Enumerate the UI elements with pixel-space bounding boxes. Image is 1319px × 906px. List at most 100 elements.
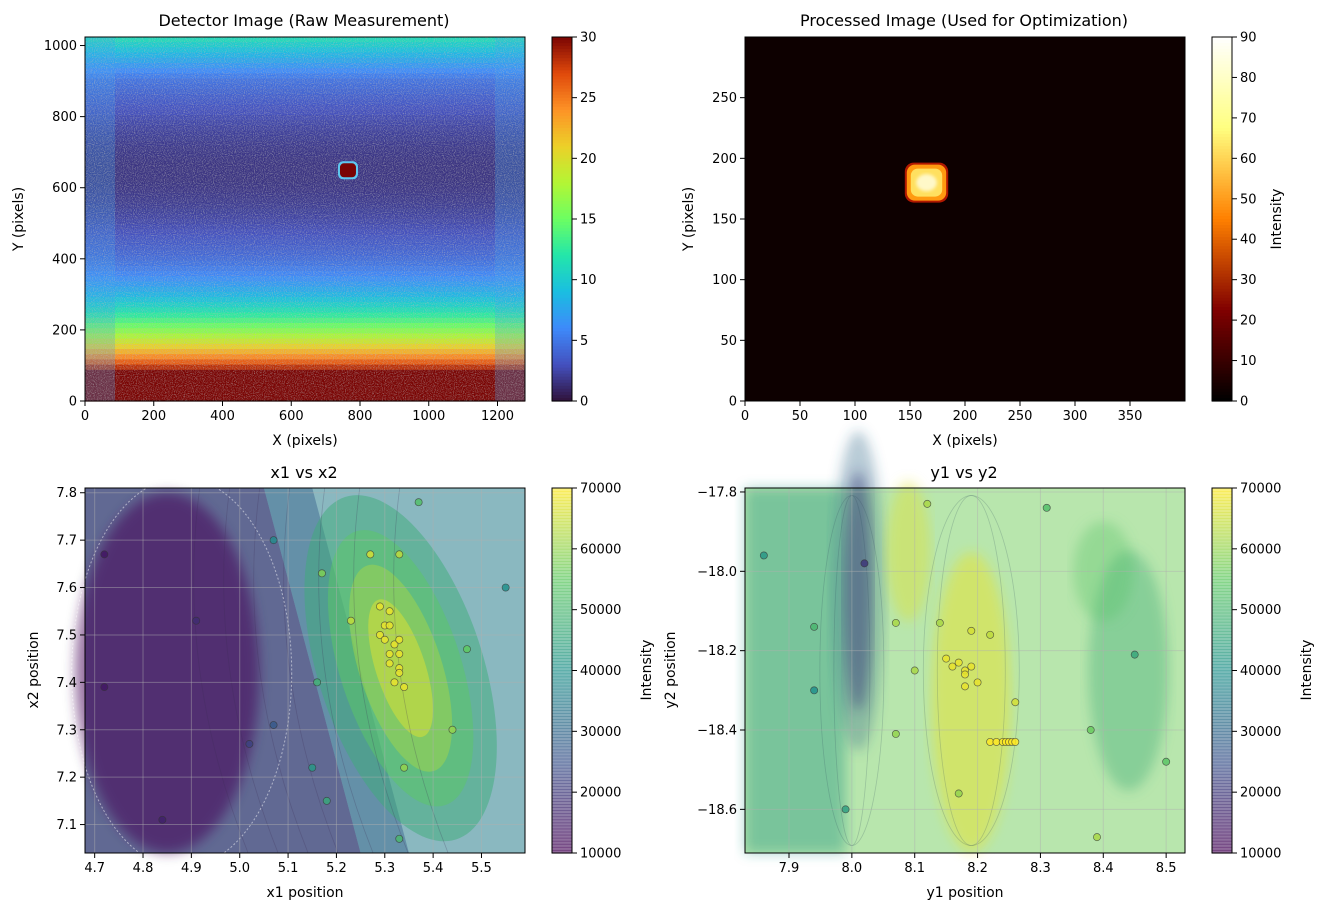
heatmap-image	[85, 37, 525, 402]
data-point	[385, 607, 394, 616]
data-point	[400, 683, 409, 692]
colorbar-segment	[1212, 352, 1232, 357]
data-point	[923, 499, 932, 508]
colorbar-tick-label: 10	[1240, 354, 1257, 369]
colorbar-segment	[1212, 264, 1232, 269]
data-point	[810, 622, 819, 631]
x-tick-label: 5.1	[278, 861, 299, 876]
colorbar-segment	[552, 73, 572, 78]
colorbar-segment	[552, 786, 572, 790]
colorbar-segment	[1212, 325, 1232, 329]
data-point	[158, 815, 167, 824]
colorbar-segment	[1212, 203, 1232, 208]
colorbar-segment	[552, 37, 572, 41]
colorbar-segment	[1212, 388, 1232, 393]
y-tick-label: 7.5	[56, 628, 77, 643]
contour-level	[832, 431, 885, 752]
colorbar-segment	[1212, 731, 1232, 735]
data-point	[1130, 650, 1139, 659]
colorbar-segment	[1212, 676, 1232, 681]
colorbar-segment	[552, 728, 572, 732]
x-tick-label: 1000	[412, 409, 445, 424]
colorbar-segment	[552, 503, 572, 507]
colorbar-segment	[552, 106, 572, 111]
chart-title: Processed Image (Used for Optimization)	[800, 11, 1128, 30]
y-tick-label: 800	[52, 110, 77, 125]
y-tick-label: 400	[52, 252, 77, 267]
colorbar-segment	[1212, 554, 1232, 559]
colorbar-segment	[1212, 316, 1232, 320]
colorbar-tick-label: 40000	[580, 664, 621, 679]
colorbar-segment	[1212, 285, 1232, 290]
colorbar: 10000 20000 30000 40000 50000 60000 70000	[1211, 482, 1281, 862]
y-tick-label: 0	[69, 395, 77, 410]
colorbar-segment	[552, 488, 572, 492]
colorbar-segment	[1212, 640, 1232, 644]
y-tick-label: 100	[712, 273, 737, 288]
chart-title: Detector Image (Raw Measurement)	[158, 11, 449, 30]
colorbar-segment	[1212, 688, 1232, 693]
y-tick-label: 200	[52, 323, 77, 338]
colorbar-segment	[552, 143, 572, 147]
colorbar-segment	[552, 137, 572, 141]
colorbar-segment	[1212, 173, 1232, 178]
colorbar-segment	[1212, 209, 1232, 214]
colorbar-segment	[1212, 761, 1232, 766]
data-point	[245, 740, 254, 748]
y-tick-label: 7.1	[56, 818, 77, 833]
colorbar-segment	[552, 124, 572, 129]
plot-frame	[84, 36, 526, 402]
colorbar-segment	[1212, 231, 1232, 235]
colorbar-segment	[552, 661, 572, 666]
contour-line	[936, 495, 1006, 846]
colorbar-segment	[1212, 776, 1232, 781]
colorbar-segment	[552, 279, 572, 284]
colorbar-segment	[552, 391, 572, 396]
data-point	[986, 630, 995, 639]
x-tick-label: 150	[898, 409, 923, 424]
chart-title: x1 vs x2	[270, 463, 337, 482]
colorbar-segment	[1212, 518, 1232, 523]
colorbar-segment	[1212, 343, 1232, 347]
colorbar-tick-label: 70000	[1240, 482, 1281, 497]
colorbar-segment	[552, 331, 572, 335]
colorbar-segment	[552, 849, 572, 854]
colorbar-segment	[1212, 382, 1232, 387]
colorbar-segment	[552, 722, 572, 726]
colorbar-segment	[552, 837, 572, 842]
colorbar-segment	[1212, 164, 1232, 169]
colorbar-segment	[552, 203, 572, 208]
data-point	[390, 678, 399, 687]
contour-background	[71, 477, 525, 869]
colorbar-segment	[552, 206, 572, 211]
colorbar-segment	[1212, 328, 1232, 332]
colorbar-segment	[552, 131, 572, 135]
colorbar-segment	[552, 173, 572, 178]
colorbar-segment	[1212, 603, 1232, 608]
data-point	[313, 678, 322, 687]
colorbar-segment	[552, 385, 572, 390]
data-point	[841, 805, 850, 814]
data-point	[967, 626, 976, 635]
x-axis: 0 200 400 600 800 1000 1200	[81, 401, 514, 424]
colorbar-segment	[1212, 557, 1232, 562]
colorbar-segment	[1212, 703, 1232, 708]
colorbar-segment	[552, 49, 572, 53]
colorbar-segment	[1212, 294, 1232, 299]
colorbar-segment	[1212, 643, 1232, 647]
colorbar-segment	[1212, 755, 1232, 760]
colorbar-segment	[552, 530, 572, 535]
colorbar-segment	[1212, 758, 1232, 763]
x-tick-label: 800	[348, 409, 373, 424]
colorbar-segment	[1212, 82, 1232, 87]
plot-frame	[744, 487, 1186, 854]
x-tick-label: 200	[141, 409, 166, 424]
y-tick-label: 7.7	[56, 534, 77, 549]
colorbar-segment	[1212, 491, 1232, 495]
colorbar-segment	[1212, 573, 1232, 577]
colorbar-segment	[552, 624, 572, 629]
colorbar-segment	[552, 91, 572, 96]
colorbar-segment	[552, 55, 572, 59]
data-point	[366, 550, 375, 559]
data-point	[269, 721, 278, 729]
